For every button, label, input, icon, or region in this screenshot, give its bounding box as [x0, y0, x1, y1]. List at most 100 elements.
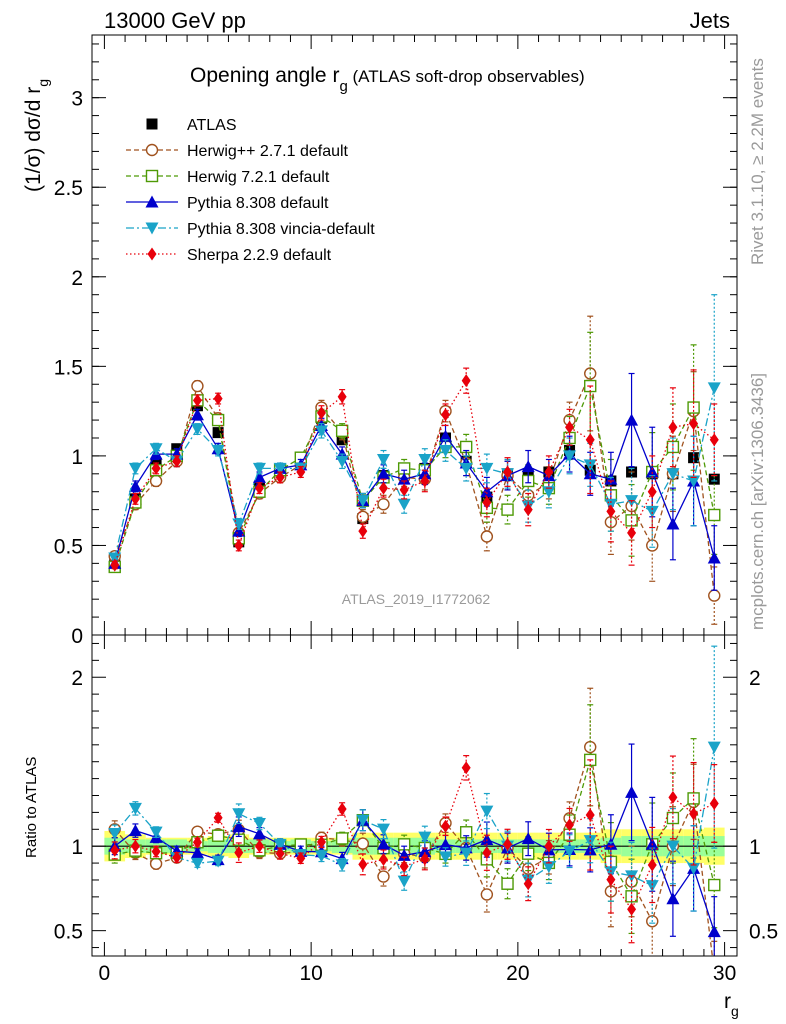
main-series-3-point: [666, 517, 680, 530]
ratio-series-5-point: [668, 790, 678, 804]
legend-label: ATLAS: [187, 117, 237, 134]
ratio-series-5-point: [709, 796, 719, 810]
ratio-series-5-point: [399, 859, 409, 873]
ratio-series-5-point: [337, 802, 347, 816]
ratio-series-1-point: [377, 870, 390, 883]
ratio-series-4-point: [604, 866, 618, 879]
main-series-5-point: [709, 433, 719, 447]
ratio-series-3-point: [707, 925, 721, 938]
main-series-4-point: [211, 445, 225, 458]
ratio-series-3-point: [252, 827, 266, 840]
main-series-1-line: [114, 371, 715, 596]
ratio-series-2-line: [114, 759, 715, 898]
main-series-1-point: [708, 589, 721, 602]
ratio-series-5-point: [627, 902, 637, 916]
ratio-series-2-point: [687, 792, 700, 805]
main-series-3-point: [397, 472, 411, 485]
main-series-3-point: [190, 408, 204, 421]
main-series-4-point: [666, 468, 680, 481]
ratio-series-3-point: [376, 837, 390, 850]
main-series-3-point: [480, 485, 494, 498]
main-series-5-point: [316, 406, 326, 420]
x-axis-label: rg: [724, 990, 739, 1019]
main-series-5-point: [482, 495, 492, 509]
main-series-5-point: [337, 390, 347, 404]
ratio-series-4: [108, 645, 721, 924]
ratio-series-2-point: [211, 829, 225, 842]
ratio-series-4-point: [273, 838, 287, 851]
main-series-5-point: [234, 538, 244, 552]
main-series-4-point: [583, 459, 597, 472]
main-series-4-point: [397, 498, 411, 511]
ratio-series-4-point: [687, 862, 701, 875]
xtick-label: 30: [713, 962, 736, 985]
main-series-1-point: [377, 498, 390, 511]
main-series-5-point: [585, 433, 595, 447]
ratio-series-3-point: [480, 833, 494, 846]
main-series-4-point: [252, 462, 266, 475]
main-series-3-point: [418, 467, 432, 480]
ratio-series-4-point: [356, 814, 370, 827]
main-series-4-line: [114, 387, 715, 559]
ratio-series-3-point: [439, 838, 453, 851]
ratio-series-5-line: [114, 765, 715, 911]
ratio-series-5-point: [482, 846, 492, 860]
ratio-series-3-point: [397, 848, 411, 861]
ratio-series-5-point: [130, 839, 140, 853]
main-series-4-point: [604, 498, 618, 511]
main-series-3-point: [707, 551, 721, 564]
main-series-5-point: [275, 470, 285, 484]
ratio-ytick-label-right: 1: [749, 836, 761, 859]
ratio-series-4-point: [314, 850, 328, 863]
ratio-series-5-point: [316, 835, 326, 849]
main-series-5-point: [254, 481, 264, 495]
main-series-3-point: [625, 413, 639, 426]
main-series-4-point: [232, 518, 246, 531]
ratio-series-5-point: [192, 835, 202, 849]
ratio-series-5-point: [172, 851, 182, 865]
rivet-label: Rivet 3.1.10, ≥ 2.2M events: [748, 58, 767, 265]
ratio-ytick-label: 1: [71, 836, 83, 859]
legend-marker: [147, 247, 157, 261]
ratio-panel-frame: [91, 634, 738, 957]
legend-marker: [145, 143, 159, 157]
x-axis-label-sub: g: [731, 1003, 739, 1019]
legend-label: Pythia 8.308 vincia-default: [187, 221, 375, 238]
main-series-3-point: [439, 429, 453, 442]
ratio-series-5-point: [110, 843, 120, 857]
ratio-series-4-point: [128, 802, 142, 815]
ratio-series-5-point: [151, 844, 161, 858]
legend: ATLAS Herwig++ 2.7.1 default Herwig 7.2.1 …: [126, 117, 375, 264]
ratio-series-5-point: [565, 818, 575, 832]
main-ytick-label: 1.5: [54, 356, 83, 379]
main-series-5-line: [114, 378, 715, 566]
main-series-5-point: [503, 465, 513, 479]
main-series-5-point: [668, 420, 678, 434]
ratio-series-5-point: [275, 847, 285, 861]
ratio-series-2: [108, 704, 721, 935]
header-right: Jets: [690, 8, 730, 33]
main-series-3-point: [521, 460, 535, 473]
main-series-4-point: [128, 462, 142, 475]
main-ytick-label: 2.5: [54, 177, 83, 200]
main-series-4-point: [108, 552, 122, 565]
xtick-label: 20: [506, 962, 529, 985]
ratio-series-4-point: [563, 845, 577, 858]
main-series-3-point: [376, 467, 390, 480]
chart-title-main: Opening angle r: [190, 64, 339, 87]
ratio-series-5-point: [234, 846, 244, 860]
ratio-series-5-point: [420, 852, 430, 866]
ratio-series-1-point: [584, 740, 597, 754]
main-series-5-point: [461, 374, 471, 388]
legend-item: Sherpa 2.2.9 default: [126, 247, 332, 264]
main-ytick-label: 0: [71, 625, 83, 648]
ratio-series-5-point: [585, 808, 595, 822]
legend-marker: [145, 222, 159, 235]
ratio-series-3-point: [521, 832, 535, 845]
ratio-series-4-point: [542, 861, 556, 874]
ratio-series-4-point: [707, 741, 721, 754]
mcplots-label: mcplots.cern.ch [arXiv:1306.3436]: [748, 373, 767, 630]
main-series-5-point: [358, 524, 368, 538]
legend-item: ATLAS: [146, 117, 237, 134]
